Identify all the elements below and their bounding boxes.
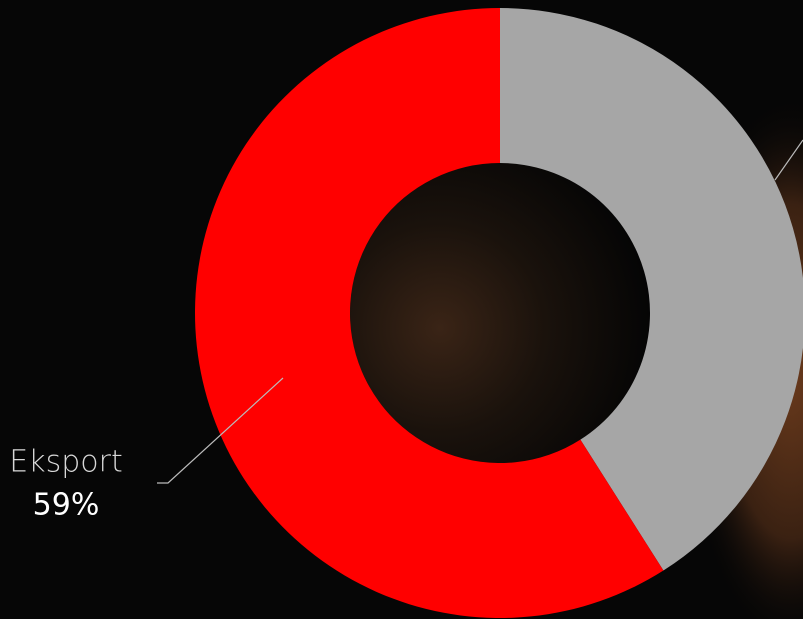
donut-segment: [195, 8, 664, 618]
segment-value-label: 59%: [33, 488, 100, 523]
leader-line: [157, 377, 284, 484]
donut-segment: [500, 8, 803, 571]
segment-label: Eksport: [9, 445, 122, 480]
leader-line: [774, 139, 803, 181]
donut-hole: [350, 163, 650, 463]
